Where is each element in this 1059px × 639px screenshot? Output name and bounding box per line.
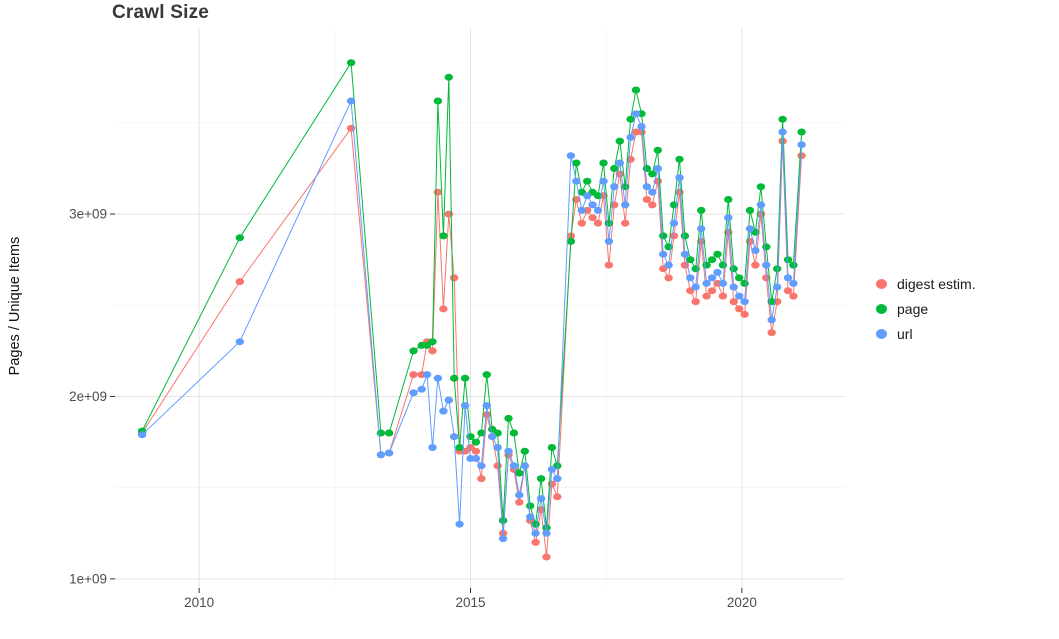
svg-text:2015: 2015	[455, 595, 485, 610]
svg-text:1e+09: 1e+09	[69, 571, 107, 586]
legend-dot-page-icon	[876, 304, 887, 314]
svg-text:2010: 2010	[184, 595, 214, 610]
legend-label-page: page	[897, 301, 929, 317]
y-axis-title: Pages / Unique Items	[7, 236, 23, 376]
legend-item-page: page	[876, 301, 976, 317]
chart-title: Crawl Size	[112, 2, 210, 23]
legend-label-url: url	[897, 326, 913, 342]
legend-dot-digest-estim-icon	[876, 279, 887, 289]
legend: digest estim. page url	[876, 276, 976, 342]
legend-item-url: url	[876, 326, 976, 342]
legend-item-digest-estim: digest estim.	[876, 276, 976, 292]
svg-text:2e+09: 2e+09	[69, 389, 107, 404]
svg-text:3e+09: 3e+09	[69, 207, 107, 222]
svg-text:2020: 2020	[727, 595, 757, 610]
legend-label-digest-estim: digest estim.	[897, 276, 976, 292]
legend-dot-url-icon	[876, 329, 887, 339]
